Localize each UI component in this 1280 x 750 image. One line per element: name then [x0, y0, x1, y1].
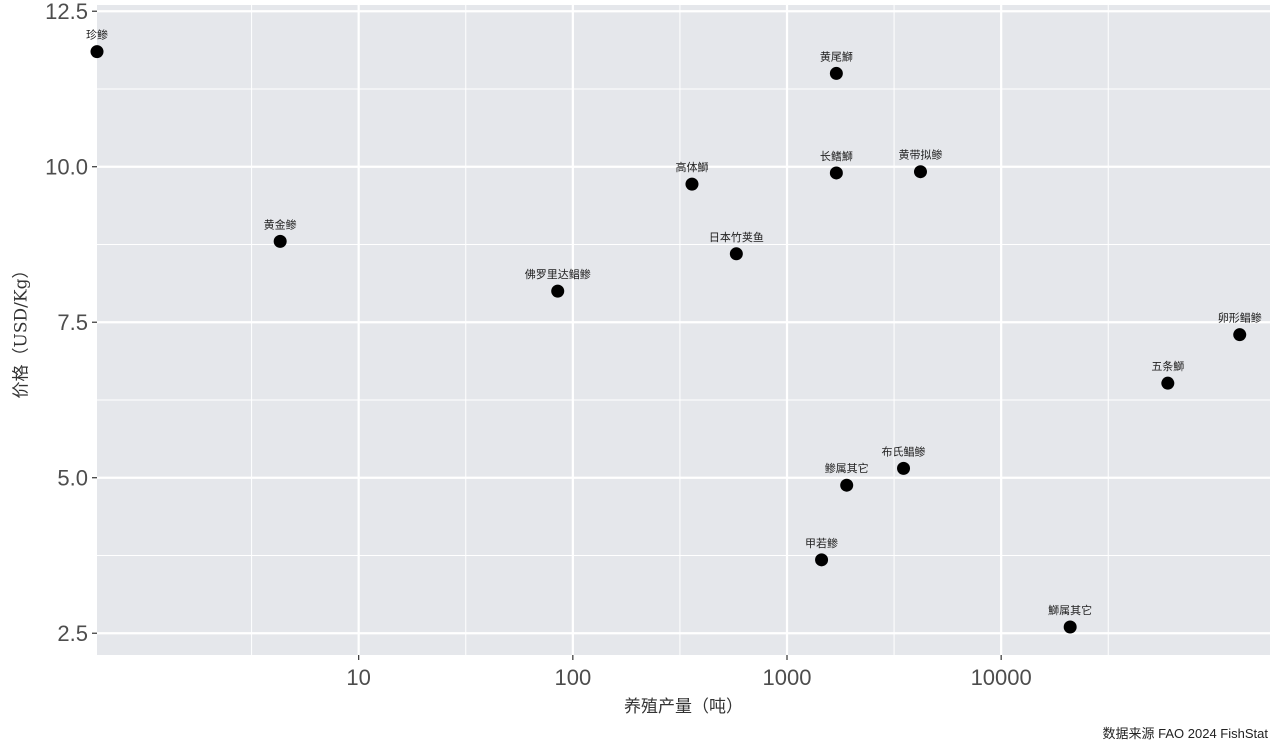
data-point	[897, 461, 911, 475]
data-point	[685, 177, 699, 191]
x-tick-label: 100	[554, 665, 591, 690]
data-point-label: 鰤属其它	[1048, 603, 1092, 617]
y-tick-label: 5.0	[57, 466, 88, 491]
data-point-label: 五条鰤	[1151, 359, 1184, 373]
y-tick-label: 2.5	[57, 621, 88, 646]
data-point-label: 长鳍鰤	[820, 149, 853, 163]
data-point	[913, 165, 927, 179]
x-axis: 10 100 1000 10000	[346, 655, 1032, 690]
data-point	[1233, 328, 1247, 342]
y-tick-label: 12.5	[45, 0, 88, 24]
data-point	[829, 166, 843, 180]
major-gridlines	[97, 5, 1270, 655]
x-tick-label: 1000	[763, 665, 812, 690]
data-point-label: 甲若鲹	[805, 536, 838, 550]
data-point-label: 日本竹荚鱼	[709, 230, 764, 244]
x-tick-label: 10000	[971, 665, 1032, 690]
minor-gridlines	[97, 5, 1270, 655]
data-point	[551, 284, 565, 298]
data-point-label: 黄尾鰤	[820, 49, 853, 63]
y-axis-title: 价格（USD/Kg）	[12, 262, 32, 399]
data-point	[729, 247, 743, 261]
data-point	[840, 478, 854, 492]
data-point-label: 布氏鲳鲹	[882, 444, 926, 458]
data-point-label: 鲹属其它	[825, 461, 869, 475]
data-point-label: 高体鰤	[675, 160, 708, 174]
plot-panel	[97, 5, 1270, 655]
data-point	[1063, 620, 1077, 634]
x-axis-title: 养殖产量（吨）	[624, 697, 743, 717]
data-point	[829, 66, 843, 80]
data-point-label: 黄金鲹	[264, 217, 297, 231]
data-point	[815, 553, 829, 567]
data-point	[1161, 376, 1175, 390]
data-point	[273, 234, 287, 248]
y-axis: 2.5 5.0 7.5 10.0 12.5	[45, 0, 97, 646]
y-tick-label: 10.0	[45, 155, 88, 180]
y-tick-label: 7.5	[57, 310, 88, 335]
data-point-label: 珍鲹	[86, 28, 108, 42]
data-point-label: 黄带拟鲹	[898, 148, 942, 162]
data-point-label: 佛罗里达鲳鲹	[525, 267, 591, 281]
x-tick-label: 10	[346, 665, 370, 690]
data-point	[90, 45, 104, 59]
data-point-label: 卵形鲳鲹	[1218, 311, 1262, 325]
data-source-note: 数据来源 FAO 2024 FishStat	[1103, 726, 1269, 741]
